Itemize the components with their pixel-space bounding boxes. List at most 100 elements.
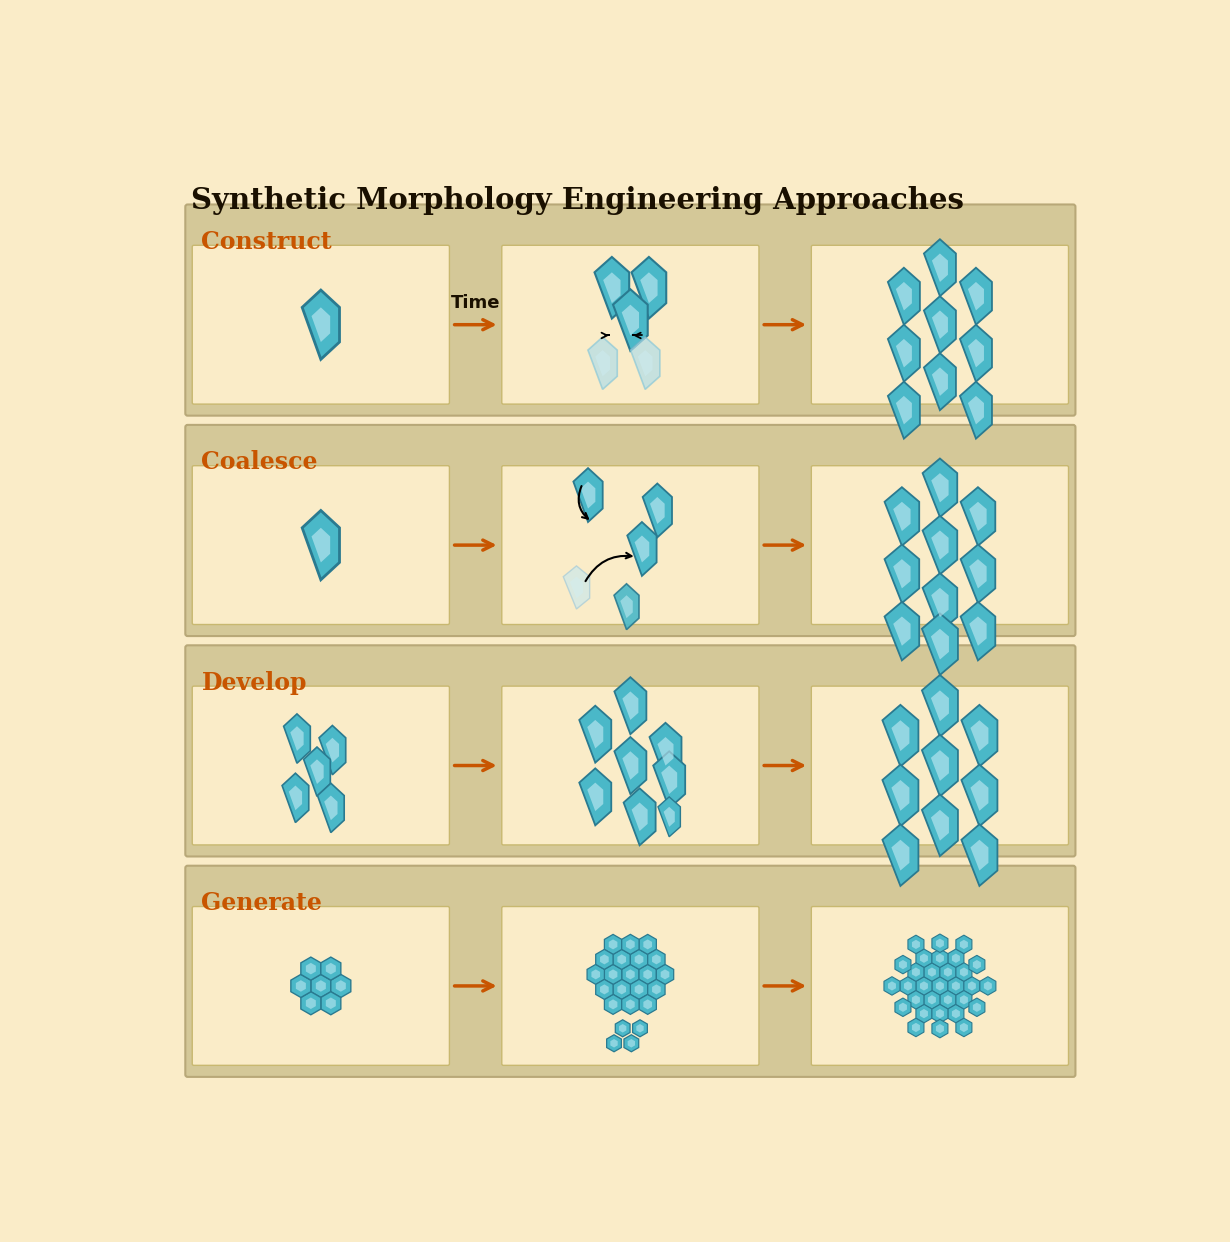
Polygon shape	[661, 969, 669, 980]
Polygon shape	[895, 396, 911, 425]
Polygon shape	[595, 980, 613, 1000]
Polygon shape	[927, 968, 936, 976]
Polygon shape	[326, 963, 336, 975]
Polygon shape	[336, 980, 346, 991]
Polygon shape	[595, 350, 610, 376]
Polygon shape	[931, 691, 948, 722]
Polygon shape	[936, 954, 943, 963]
Polygon shape	[626, 969, 635, 980]
Polygon shape	[932, 253, 948, 282]
Polygon shape	[962, 825, 998, 886]
FancyBboxPatch shape	[186, 866, 1075, 1077]
Polygon shape	[635, 535, 649, 563]
Polygon shape	[303, 510, 339, 580]
Polygon shape	[936, 939, 943, 948]
Polygon shape	[969, 502, 986, 532]
Polygon shape	[948, 976, 964, 995]
Polygon shape	[642, 483, 672, 538]
Polygon shape	[959, 995, 968, 1005]
Polygon shape	[301, 958, 321, 980]
Polygon shape	[621, 934, 640, 954]
Polygon shape	[619, 1025, 626, 1032]
Polygon shape	[609, 939, 617, 949]
Polygon shape	[911, 1023, 920, 1032]
Polygon shape	[968, 981, 975, 991]
Polygon shape	[916, 949, 932, 968]
Polygon shape	[959, 381, 991, 438]
Polygon shape	[952, 1009, 959, 1018]
Polygon shape	[641, 272, 658, 303]
Polygon shape	[617, 985, 626, 995]
Polygon shape	[609, 1000, 617, 1010]
Polygon shape	[595, 949, 613, 969]
FancyBboxPatch shape	[502, 466, 759, 625]
Polygon shape	[643, 939, 652, 949]
Polygon shape	[620, 595, 632, 619]
Polygon shape	[643, 969, 652, 980]
FancyBboxPatch shape	[502, 245, 759, 404]
Polygon shape	[904, 981, 911, 991]
Polygon shape	[932, 976, 948, 995]
Polygon shape	[908, 991, 924, 1009]
FancyBboxPatch shape	[812, 245, 1069, 404]
Polygon shape	[969, 955, 985, 974]
Polygon shape	[911, 940, 920, 949]
Polygon shape	[936, 1009, 943, 1018]
Polygon shape	[604, 934, 621, 954]
Polygon shape	[922, 735, 958, 796]
Polygon shape	[284, 714, 310, 764]
Polygon shape	[931, 810, 948, 841]
Polygon shape	[311, 975, 331, 997]
Polygon shape	[632, 1020, 647, 1037]
Polygon shape	[940, 963, 956, 981]
Polygon shape	[326, 997, 336, 1009]
Polygon shape	[640, 995, 657, 1015]
Polygon shape	[289, 785, 303, 810]
Polygon shape	[600, 985, 609, 995]
Polygon shape	[331, 975, 351, 997]
Polygon shape	[622, 751, 638, 780]
Polygon shape	[908, 963, 924, 981]
Polygon shape	[311, 528, 330, 563]
Polygon shape	[316, 980, 326, 991]
Polygon shape	[587, 782, 603, 811]
Polygon shape	[931, 530, 948, 560]
Polygon shape	[884, 544, 919, 604]
Polygon shape	[932, 310, 948, 339]
Polygon shape	[973, 1002, 980, 1012]
FancyBboxPatch shape	[186, 646, 1075, 857]
Polygon shape	[627, 1040, 635, 1047]
Polygon shape	[959, 968, 968, 976]
Polygon shape	[630, 980, 648, 1000]
Polygon shape	[911, 995, 920, 1005]
Polygon shape	[579, 705, 611, 763]
Polygon shape	[306, 963, 316, 975]
Polygon shape	[895, 999, 911, 1016]
Polygon shape	[924, 963, 940, 981]
Polygon shape	[892, 780, 909, 811]
Polygon shape	[592, 969, 600, 980]
Polygon shape	[959, 268, 991, 324]
Polygon shape	[631, 337, 659, 390]
Polygon shape	[613, 289, 648, 351]
Polygon shape	[615, 1020, 630, 1037]
Polygon shape	[603, 272, 620, 303]
Polygon shape	[884, 602, 919, 661]
Polygon shape	[621, 995, 640, 1015]
FancyBboxPatch shape	[192, 907, 449, 1066]
Polygon shape	[624, 1035, 638, 1052]
Polygon shape	[956, 963, 972, 981]
Polygon shape	[927, 995, 936, 1005]
Polygon shape	[932, 949, 948, 968]
Polygon shape	[648, 980, 665, 1000]
Polygon shape	[936, 981, 943, 991]
Polygon shape	[622, 692, 638, 720]
Polygon shape	[984, 981, 991, 991]
Polygon shape	[922, 795, 958, 856]
Polygon shape	[948, 949, 964, 968]
Polygon shape	[321, 958, 341, 980]
Polygon shape	[936, 1023, 943, 1033]
Polygon shape	[643, 1000, 652, 1010]
Polygon shape	[893, 616, 910, 646]
Polygon shape	[614, 677, 647, 734]
